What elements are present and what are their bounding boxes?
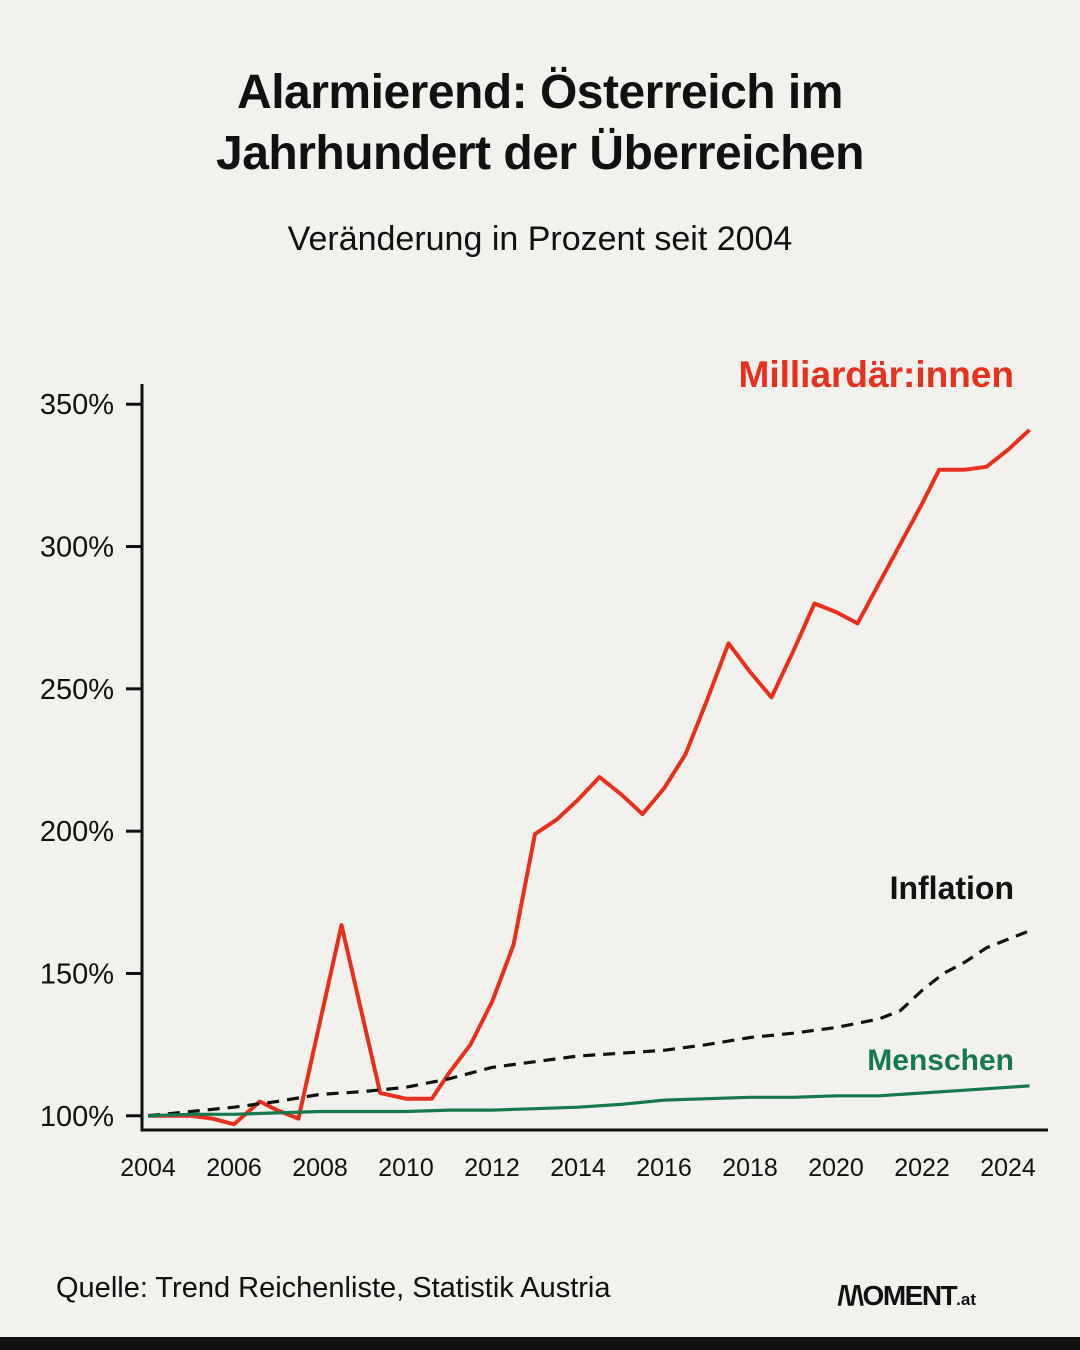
y-tick-label: 250% (40, 674, 114, 706)
series-label-menschen: Menschen (867, 1044, 1014, 1077)
x-tick-label: 2018 (722, 1154, 778, 1182)
x-tick-label: 2006 (206, 1154, 262, 1182)
y-tick-label: 300% (40, 532, 114, 564)
series-label-milliardaerinnen: Milliardär:innen (738, 354, 1014, 395)
x-tick-label: 2016 (636, 1154, 692, 1182)
moment-logo: /\/\OMENT.at (837, 1280, 976, 1312)
series-line-0 (148, 428, 1031, 1127)
page-title: Alarmierend: Österreich im Jahrhundert d… (0, 62, 1080, 185)
page-title-line1: Alarmierend: Österreich im (237, 66, 843, 119)
page-subtitle: Veränderung in Prozent seit 2004 (287, 220, 793, 258)
moment-tld: .at (956, 1290, 976, 1309)
series-line-2 (147, 1084, 1030, 1118)
x-tick-label: 2014 (550, 1154, 606, 1182)
x-tick-label: 2020 (808, 1154, 864, 1182)
chart-canvas: 100% 150% 200% 250% 300% 350% 2004 2006 2008 2010… (40, 384, 1048, 1182)
x-tick-label: 2004 (120, 1154, 176, 1182)
x-tick-label: 2024 (980, 1154, 1036, 1182)
bottom-accent-bar (0, 1337, 1080, 1350)
moment-wordmark: /\/\OMENT (837, 1280, 957, 1311)
y-tick-label: 200% (40, 816, 114, 848)
x-tick-label: 2008 (292, 1154, 348, 1182)
y-tick-label: 150% (40, 958, 114, 990)
x-tick-label: 2022 (894, 1154, 950, 1182)
series-line-1 (147, 929, 1031, 1118)
y-tick-label: 100% (40, 1101, 114, 1133)
page-title-line2: Jahrhundert der Überreichen (216, 127, 865, 181)
x-tick-label: 2010 (378, 1154, 434, 1182)
x-tick-label: 2012 (464, 1154, 520, 1182)
source-note: Quelle: Trend Reichenliste, Statistik Au… (56, 1272, 611, 1304)
series-label-inflation: Inflation (889, 870, 1014, 906)
y-tick-label: 350% (40, 389, 114, 421)
